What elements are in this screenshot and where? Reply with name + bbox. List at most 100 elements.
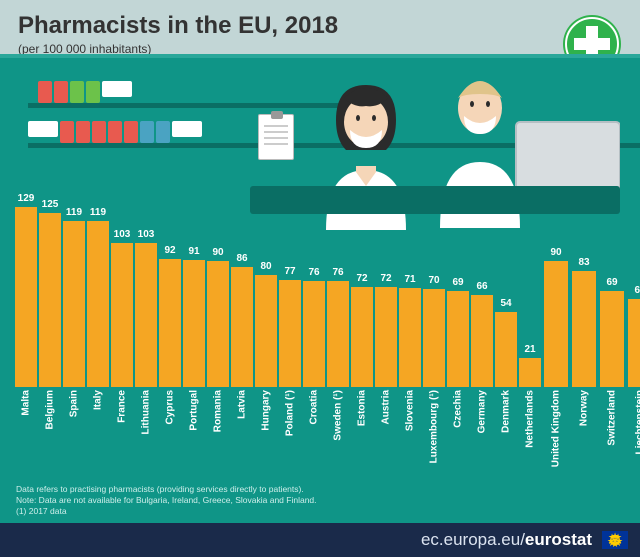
bar-col: 76Sweden (¹) xyxy=(327,267,349,463)
bar-value: 76 xyxy=(308,267,319,278)
medicine-box xyxy=(76,121,90,143)
bar-label: France xyxy=(117,387,128,423)
bar-value: 54 xyxy=(500,298,511,309)
bar xyxy=(63,221,85,387)
bar-label: Switzerland xyxy=(607,387,618,446)
bar xyxy=(111,243,133,387)
bar-value: 70 xyxy=(428,275,439,286)
bar-label: Luxembourg (¹) xyxy=(429,387,440,463)
bar-group-eu: 129Malta125Belgium119Spain119Italy103Fra… xyxy=(14,203,542,463)
bar-col: 63Liechtenstein xyxy=(628,285,640,463)
bar-value: 80 xyxy=(260,261,271,272)
bar-value: 90 xyxy=(212,247,223,258)
bar-label: Hungary xyxy=(261,387,272,431)
bar-value: 21 xyxy=(524,344,535,355)
bar-chart: 129Malta125Belgium119Spain119Italy103Fra… xyxy=(0,203,640,463)
bar xyxy=(15,207,37,387)
bar xyxy=(399,288,421,387)
bar-value: 83 xyxy=(578,257,589,268)
bar-col: 80 Hungary xyxy=(255,261,277,463)
footnote-line: (1) 2017 data xyxy=(16,506,624,517)
bar-value: 72 xyxy=(356,273,367,284)
bar-value: 129 xyxy=(18,193,35,204)
bar-value: 69 xyxy=(452,277,463,288)
bar-label: Czechia xyxy=(453,387,464,428)
bar xyxy=(303,281,325,387)
bar-label: Poland (¹) xyxy=(285,387,296,436)
bar-col: 91Portugal xyxy=(183,246,205,463)
bar-col: 69 Czechia xyxy=(447,277,469,463)
bar xyxy=(351,287,373,387)
medicine-box xyxy=(86,81,100,103)
bar xyxy=(255,275,277,387)
medicine-box xyxy=(70,81,84,103)
bar-value: 119 xyxy=(90,207,106,218)
bar-value: 91 xyxy=(188,246,199,257)
bar xyxy=(207,261,229,387)
medicine-box xyxy=(102,81,132,97)
bar xyxy=(628,299,640,387)
bar-label: Slovenia xyxy=(405,387,416,431)
bar-col: 119 Spain xyxy=(63,207,85,463)
bar-col: 103 France xyxy=(111,229,133,463)
bar-value: 63 xyxy=(634,285,640,296)
bar-col: 54 Denmark xyxy=(495,298,517,463)
bar-col: 71 Slovenia xyxy=(399,274,421,463)
bar-col: 103Lithuania xyxy=(135,229,157,463)
bar-label: Denmark xyxy=(501,387,512,433)
medicine-box xyxy=(140,121,154,143)
bar-value: 103 xyxy=(114,229,131,240)
bar-value: 72 xyxy=(380,273,391,284)
bar-col: 129 Malta xyxy=(15,193,37,463)
footnotes: Data refers to practising pharmacists (p… xyxy=(16,484,624,517)
clipboard-icon xyxy=(258,114,294,160)
medicine-box xyxy=(124,121,138,143)
bar-value: 71 xyxy=(404,274,415,285)
bar-col: 66 Germany xyxy=(471,281,493,463)
bar-col: 21Netherlands xyxy=(519,344,541,463)
medicine-box xyxy=(28,121,58,137)
bar-label: Croatia xyxy=(309,387,320,424)
medicine-box xyxy=(60,121,74,143)
shelf xyxy=(28,68,248,148)
bar-label: Estonia xyxy=(357,387,368,426)
bar xyxy=(39,213,61,387)
bar-value: 119 xyxy=(66,207,82,218)
footer-url-prefix: ec.europa.eu/ xyxy=(421,530,525,550)
bar-value: 66 xyxy=(476,281,487,292)
bar xyxy=(423,289,445,387)
bar xyxy=(279,280,301,387)
bar-value: 77 xyxy=(284,266,295,277)
bar xyxy=(447,291,469,387)
bar xyxy=(87,221,109,387)
scene-background: 129 Malta 125 Belgium 119 Spain 119 Italy 103 Fra… xyxy=(0,54,640,557)
header: Pharmacists in the EU, 2018 (per 100 000… xyxy=(0,0,640,56)
bar-value: 92 xyxy=(164,245,175,256)
bar-col: 92 Cyprus xyxy=(159,245,181,463)
bar-value: 125 xyxy=(42,199,59,210)
bar xyxy=(231,267,253,387)
medicine-box xyxy=(38,81,52,103)
bar xyxy=(495,312,517,387)
bar-label: Spain xyxy=(69,387,80,417)
bar-col: 90Romania xyxy=(207,247,229,463)
bar-col: 125 Belgium xyxy=(39,199,61,463)
bar-label: Germany xyxy=(477,387,488,433)
bar-label: Latvia xyxy=(237,387,248,419)
bar-label: Cyprus xyxy=(165,387,176,424)
bar-value: 86 xyxy=(236,253,247,264)
bar-label: United Kingdom xyxy=(551,387,562,467)
bar xyxy=(600,291,624,387)
medicine-box xyxy=(172,121,202,137)
bar-label: Sweden (¹) xyxy=(333,387,344,441)
bar xyxy=(183,260,205,387)
bar-col: 119 Italy xyxy=(87,207,109,463)
footnote-line: Note: Data are not available for Bulgari… xyxy=(16,495,624,506)
bar-group-efta: 90United Kingdom83Norway69Switzerland63L… xyxy=(542,203,640,463)
bar-label: Italy xyxy=(93,387,104,410)
bar-col: 86 Latvia xyxy=(231,253,253,463)
bar-label: Belgium xyxy=(45,387,56,429)
bar-label: Malta xyxy=(21,387,32,416)
bar xyxy=(572,271,596,387)
bar-value: 69 xyxy=(606,277,617,288)
